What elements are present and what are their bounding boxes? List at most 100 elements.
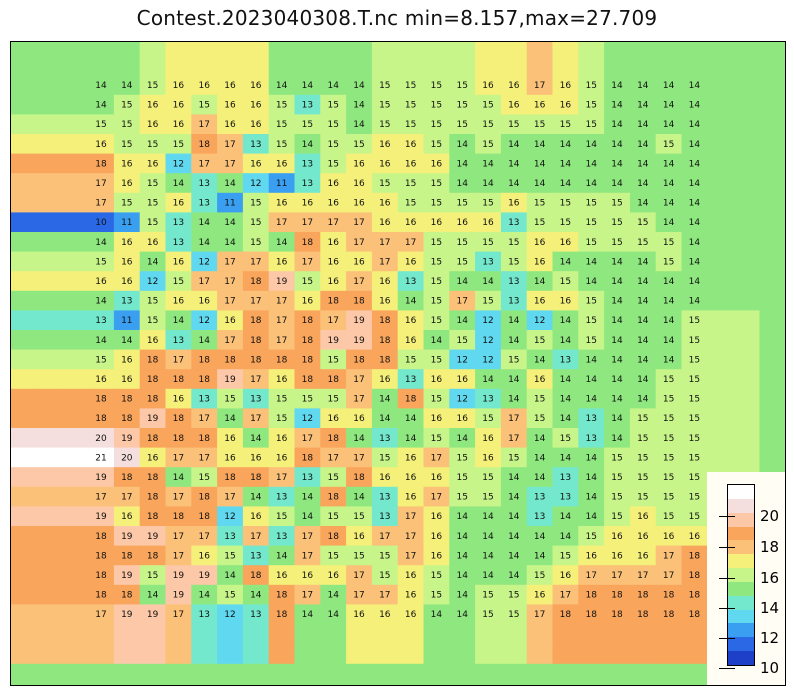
- grid-value: 13: [198, 179, 209, 189]
- field-cell: [629, 506, 657, 527]
- grid-value: 17: [95, 199, 106, 209]
- field-cell: [294, 290, 321, 311]
- field-cell: [655, 388, 683, 409]
- grid-value: 19: [147, 532, 159, 542]
- field-cell: [681, 173, 708, 194]
- field-cell: [36, 251, 63, 272]
- grid-value: 14: [224, 179, 236, 189]
- grid-value: 15: [353, 140, 364, 150]
- grid-value: 16: [405, 336, 417, 346]
- field-cell: [707, 55, 734, 76]
- field-cell: [165, 290, 192, 311]
- field-cell: [371, 75, 399, 96]
- field-cell: [655, 624, 683, 645]
- field-cell: [165, 467, 192, 488]
- field-cell: [733, 153, 760, 174]
- grid-value: 18: [302, 453, 314, 463]
- grid-value: 17: [353, 395, 364, 405]
- grid-value: 14: [405, 297, 417, 307]
- field-cell: [139, 173, 167, 194]
- field-cell: [191, 369, 218, 390]
- grid-value: 17: [95, 493, 106, 503]
- field-cell: [371, 467, 399, 488]
- field-cell: [475, 75, 502, 96]
- grid-value: 18: [147, 493, 159, 503]
- grid-value: 14: [689, 159, 701, 169]
- field-cell: [346, 388, 373, 409]
- field-cell: [294, 114, 321, 135]
- field-cell: [681, 290, 708, 311]
- field-cell: [11, 114, 38, 135]
- field-cell: [165, 114, 192, 135]
- field-cell: [629, 212, 657, 233]
- grid-value: 14: [456, 316, 468, 326]
- grid-value: 15: [585, 238, 596, 248]
- field-cell: [733, 408, 760, 429]
- grid-value: 15: [276, 512, 287, 522]
- field-cell: [578, 212, 605, 233]
- grid-value: 14: [482, 179, 494, 189]
- field-cell: [268, 153, 296, 174]
- field-cell: [475, 545, 502, 566]
- grid-value: 14: [353, 101, 365, 111]
- field-cell: [294, 388, 321, 409]
- grid-value: 16: [250, 101, 262, 111]
- field-cell: [733, 290, 760, 311]
- field-cell: [62, 114, 89, 135]
- field-cell: [655, 486, 683, 507]
- grid-value: 16: [95, 277, 107, 287]
- field-cell: [423, 486, 450, 507]
- field-cell: [655, 428, 683, 449]
- field-cell: [475, 310, 502, 331]
- field-cell: [475, 212, 502, 233]
- field-cell: [733, 114, 760, 135]
- field-cell: [62, 467, 89, 488]
- field-cell: [217, 604, 244, 625]
- grid-value: 15: [560, 277, 571, 287]
- grid-value: 17: [198, 532, 209, 542]
- grid-value: 18: [147, 551, 159, 561]
- grid-value: 17: [663, 551, 674, 561]
- field-cell: [242, 369, 270, 390]
- field-cell: [191, 486, 218, 507]
- field-cell: [165, 408, 192, 429]
- field-cell: [629, 271, 657, 292]
- grid-value: 15: [327, 551, 338, 561]
- grid-value: 15: [431, 179, 442, 189]
- grid-value: 16: [250, 159, 262, 169]
- field-cell: [500, 467, 528, 488]
- grid-value: 18: [353, 473, 365, 483]
- field-cell: [191, 349, 218, 370]
- grid-value: 18: [147, 473, 159, 483]
- field-cell: [604, 467, 631, 488]
- grid-value: 17: [353, 277, 364, 287]
- field-cell: [165, 94, 192, 115]
- field-cell: [733, 388, 760, 409]
- field-cell: [242, 486, 270, 507]
- grid-value: 15: [173, 140, 184, 150]
- grid-value: 13: [224, 532, 235, 542]
- grid-value: 18: [276, 610, 288, 620]
- field-cell: [371, 251, 399, 272]
- grid-value: 19: [224, 375, 236, 385]
- grid-value: 18: [302, 375, 314, 385]
- grid-value: 18: [173, 512, 185, 522]
- colorbar-label-16: 16: [760, 569, 780, 587]
- field-cell: [475, 526, 502, 547]
- field-cell: [346, 486, 373, 507]
- field-cell: [371, 212, 399, 233]
- field-cell: [242, 42, 270, 57]
- field-cell: [294, 349, 321, 370]
- field-cell: [552, 310, 579, 331]
- field-cell: [475, 192, 502, 213]
- field-cell: [217, 271, 244, 292]
- field-cell: [217, 310, 244, 331]
- grid-value: 16: [353, 179, 365, 189]
- field-cell: [88, 388, 115, 409]
- field-cell: [707, 212, 734, 233]
- field-cell: [165, 526, 192, 547]
- field-cell: [62, 565, 89, 586]
- grid-value: 14: [663, 316, 675, 326]
- grid-value: 17: [302, 591, 313, 601]
- field-cell: [526, 173, 554, 194]
